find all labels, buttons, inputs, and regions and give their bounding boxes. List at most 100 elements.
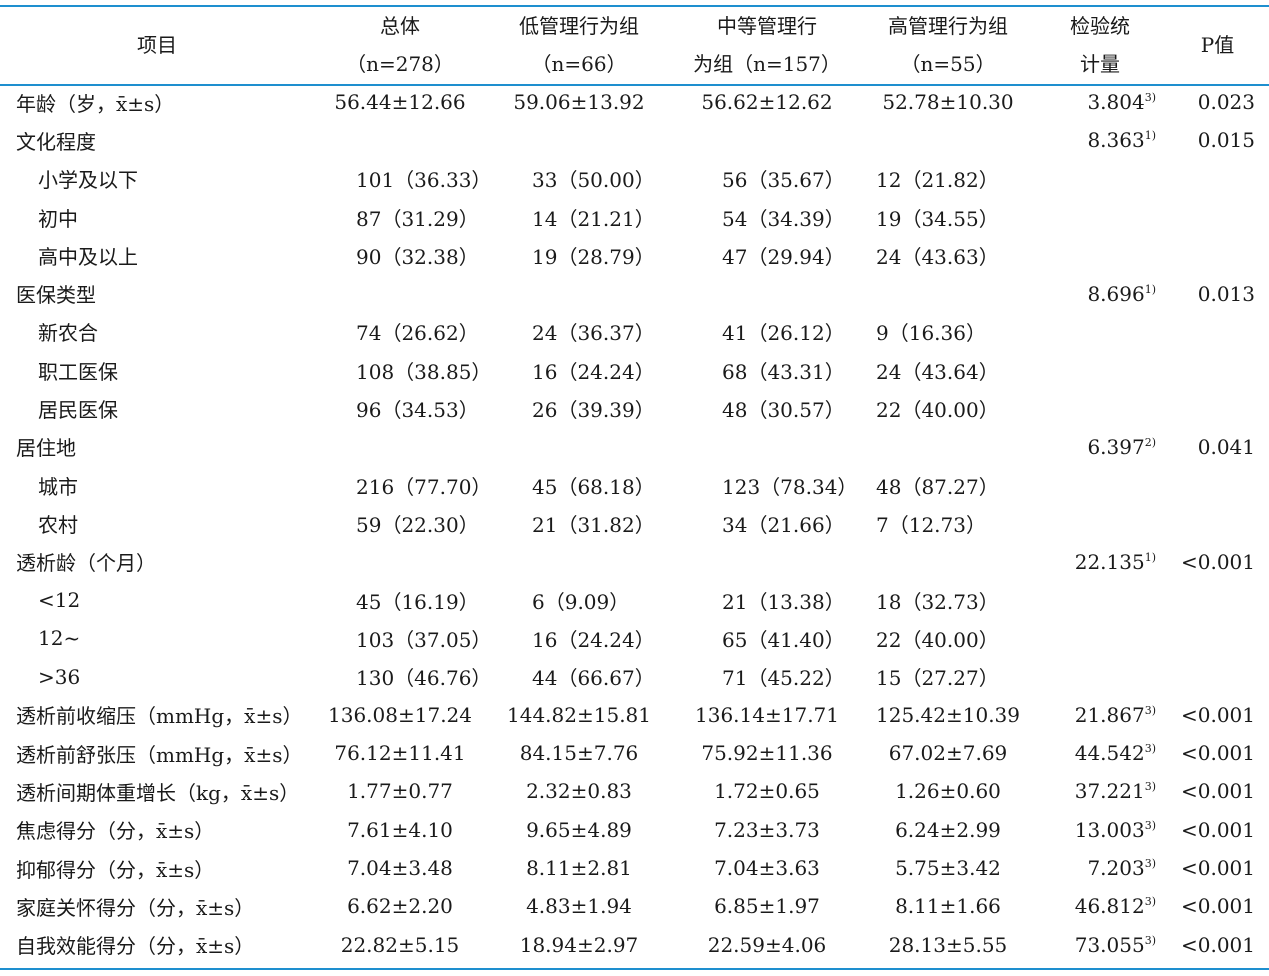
row-label: 透析龄（个月） xyxy=(16,551,156,576)
cell-stat: 44.5423) xyxy=(1074,741,1156,766)
table-row: 高中及以上 90（32.38） 19（28.79） 47（29.94） 24（43.63… xyxy=(0,236,1269,274)
table-row: 文化程度 8.3631) 0.015 xyxy=(0,121,1269,159)
stat-footnote: 3) xyxy=(1144,857,1156,871)
row-label: 小学及以下 xyxy=(38,168,138,193)
cell-stat xyxy=(1034,581,1166,619)
stat-footnote: 3) xyxy=(1144,91,1156,105)
cell-high: 48（87.27） xyxy=(876,474,999,499)
cell-mid xyxy=(672,274,862,312)
cell-total: 45（16.19） xyxy=(356,589,479,614)
header-mid: 中等管理行 为组（n=157） xyxy=(693,13,841,76)
cell-total: 136.08±17.24 xyxy=(328,702,472,727)
cell-total: 87（31.29） xyxy=(356,206,479,231)
stat-footnote: 3) xyxy=(1144,742,1156,756)
row-label: >36 xyxy=(38,664,81,689)
cell-total: 22.82±5.15 xyxy=(340,932,460,957)
cell-mid xyxy=(672,121,862,159)
row-label: 自我效能得分（分，x̄±s） xyxy=(16,934,255,959)
cell-mid: 21（13.38） xyxy=(722,589,845,614)
header-row: 项目 总体 （n=278） 低管理行为组 （n=66） 中等管理行 为组（n=157）… xyxy=(0,6,1269,83)
cell-low: 26（39.39） xyxy=(532,398,655,423)
cell-p: <0.001 xyxy=(1180,932,1255,957)
cell-high: 19（34.55） xyxy=(876,206,999,231)
cell-mid: 123（78.34） xyxy=(722,474,858,499)
cell-p: <0.001 xyxy=(1180,741,1255,766)
cell-low: 16（24.24） xyxy=(532,359,655,384)
table-row: 居住地 6.3972) 0.041 xyxy=(0,428,1269,466)
cell-stat xyxy=(1034,657,1166,695)
cell-high: 125.42±10.39 xyxy=(876,702,1020,727)
cell-mid: 48（30.57） xyxy=(722,398,845,423)
cell-stat: 73.0553) xyxy=(1074,932,1156,957)
cell-low: 44（66.67） xyxy=(532,666,655,691)
cell-total xyxy=(314,274,486,312)
cell-p xyxy=(1166,198,1269,236)
stat-footnote: 3) xyxy=(1144,933,1156,947)
table-row: 透析间期体重增长（kg，x̄±s） 1.77±0.77 2.32±0.83 1.72±… xyxy=(0,772,1269,810)
cell-total: 7.61±4.10 xyxy=(347,817,453,842)
table-row: 透析前收缩压（mmHg，x̄±s） 136.08±17.24 144.82±15.8… xyxy=(0,696,1269,734)
cell-high: 6.24±2.99 xyxy=(895,817,1001,842)
cell-total: 130（46.76） xyxy=(356,666,492,691)
cell-high: 52.78±10.30 xyxy=(882,90,1014,115)
cell-low: 144.82±15.81 xyxy=(507,702,651,727)
cell-low: 8.11±2.81 xyxy=(526,856,632,881)
cell-stat xyxy=(1034,160,1166,198)
table-row: 透析龄（个月） 22.1351) <0.001 xyxy=(0,543,1269,581)
table-row: 医保类型 8.6961) 0.013 xyxy=(0,274,1269,312)
cell-stat: 46.8123) xyxy=(1074,894,1156,919)
cell-total: 56.44±12.66 xyxy=(334,90,466,115)
row-label: 年龄（岁，x̄±s） xyxy=(16,91,175,116)
cell-high: 22（40.00） xyxy=(876,627,999,652)
cell-mid: 136.14±17.71 xyxy=(695,702,839,727)
row-label: <12 xyxy=(38,588,81,612)
cell-mid: 75.92±11.36 xyxy=(701,741,833,766)
table-row: 初中 87（31.29） 14（21.21） 54（34.39） 19（34.55） xyxy=(0,198,1269,236)
cell-stat xyxy=(1034,351,1166,389)
cell-p xyxy=(1166,389,1269,427)
row-label: 透析间期体重增长（kg，x̄±s） xyxy=(16,780,300,805)
cell-stat: 7.2033) xyxy=(1087,856,1156,881)
cell-low: 16（24.24） xyxy=(532,627,655,652)
header-high: 高管理行为组 （n=55） xyxy=(888,13,1008,76)
cell-total: 90（32.38） xyxy=(356,244,479,269)
row-label: 透析前舒张压（mmHg，x̄±s） xyxy=(16,742,303,767)
row-label: 家庭关怀得分（分，x̄±s） xyxy=(16,895,255,920)
cell-mid: 34（21.66） xyxy=(722,512,845,537)
cell-high xyxy=(862,274,1034,312)
cell-low: 33（50.00） xyxy=(532,168,655,193)
cell-mid: 1.72±0.65 xyxy=(714,779,820,804)
cell-low: 45（68.18） xyxy=(532,474,655,499)
stat-footnote: 1) xyxy=(1144,129,1156,143)
table-row: >36 130（46.76） 44（66.67） 71（45.22） 15（27.27） xyxy=(0,657,1269,695)
header-stat: 检验统 计量 xyxy=(1070,13,1130,76)
stat-footnote: 3) xyxy=(1144,895,1156,909)
table-row: 焦虑得分（分，x̄±s） 7.61±4.10 9.65±4.89 7.23±3.73 6… xyxy=(0,811,1269,849)
stat-footnote: 1) xyxy=(1144,550,1156,564)
cell-mid: 22.59±4.06 xyxy=(707,932,827,957)
cell-p xyxy=(1166,504,1269,542)
cell-mid: 41（26.12） xyxy=(722,321,845,346)
table-body: 年龄（岁，x̄±s） 56.44±12.66 59.06±13.92 56.62±12… xyxy=(0,83,1269,964)
row-label: 职工医保 xyxy=(38,359,118,384)
cell-mid: 56.62±12.62 xyxy=(701,90,833,115)
cell-total: 96（34.53） xyxy=(356,398,479,423)
cell-p: <0.001 xyxy=(1180,817,1255,842)
cell-high: 28.13±5.55 xyxy=(888,932,1008,957)
stat-footnote: 1) xyxy=(1144,282,1156,296)
cell-stat: 6.3972) xyxy=(1087,434,1156,459)
cell-stat xyxy=(1034,389,1166,427)
table-row: 城市 216（77.70） 45（68.18） 123（78.34） 48（87.27） xyxy=(0,466,1269,504)
cell-total xyxy=(314,428,486,466)
cell-p: <0.001 xyxy=(1180,549,1255,574)
cell-stat: 3.8043) xyxy=(1087,90,1156,115)
cell-high xyxy=(862,121,1034,159)
header-p: P值 xyxy=(1200,32,1235,57)
cell-stat: 21.8673) xyxy=(1074,702,1156,727)
cell-p: <0.001 xyxy=(1180,894,1255,919)
cell-stat: 8.6961) xyxy=(1087,281,1156,306)
table-row: 小学及以下 101（36.33） 33（50.00） 56（35.67） 12（21.8… xyxy=(0,160,1269,198)
table-row: 透析前舒张压（mmHg，x̄±s） 76.12±11.41 84.15±7.76 75… xyxy=(0,734,1269,772)
cell-high: 18（32.73） xyxy=(876,589,999,614)
cell-high: 15（27.27） xyxy=(876,666,999,691)
